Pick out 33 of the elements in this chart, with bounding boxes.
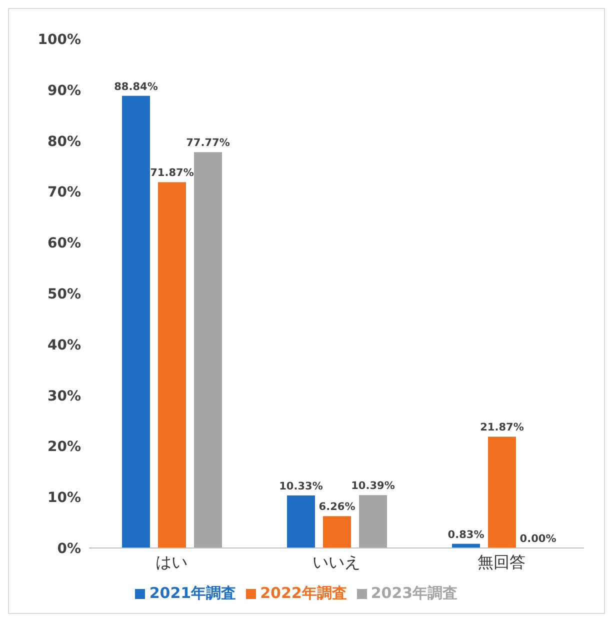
text: 0.00% [520,533,556,545]
bar [122,96,150,548]
bar [158,182,186,548]
bar [359,495,387,548]
text: 10.33% [279,480,323,492]
text: 71.87% [150,167,194,180]
text: 10.39% [351,480,395,492]
y-tick-label: 70% [47,184,81,201]
text: 77.77% [186,137,230,150]
bar [323,516,351,548]
y-tick-label: 40% [47,337,81,354]
y-tick-label: 100% [38,32,81,48]
legend-label: 2021年調査 [149,584,236,602]
y-tick-label: 0% [57,540,81,557]
bar [287,495,315,548]
text: 0.83% [448,528,484,541]
x-tick-label: 無回答 [478,552,526,572]
y-tick-label: 50% [47,286,81,302]
text: 21.87% [480,422,524,434]
legend-label: 2022年調査 [260,584,347,602]
bar [488,436,516,548]
y-tick-label: 20% [47,439,81,456]
x-tick-label: いいえ [312,552,360,572]
y-tick-label: 90% [47,82,81,99]
y-tick-label: 60% [47,236,81,252]
legend-label: 2023年調査 [370,584,458,602]
y-tick-label: 10% [47,490,81,506]
x-tick-label: はい [156,552,188,572]
text: 88.84% [114,80,158,93]
y-tick-label: 30% [47,388,81,404]
bar [194,152,222,548]
y-tick-label: 80% [47,134,81,150]
text: 6.26% [318,501,356,514]
